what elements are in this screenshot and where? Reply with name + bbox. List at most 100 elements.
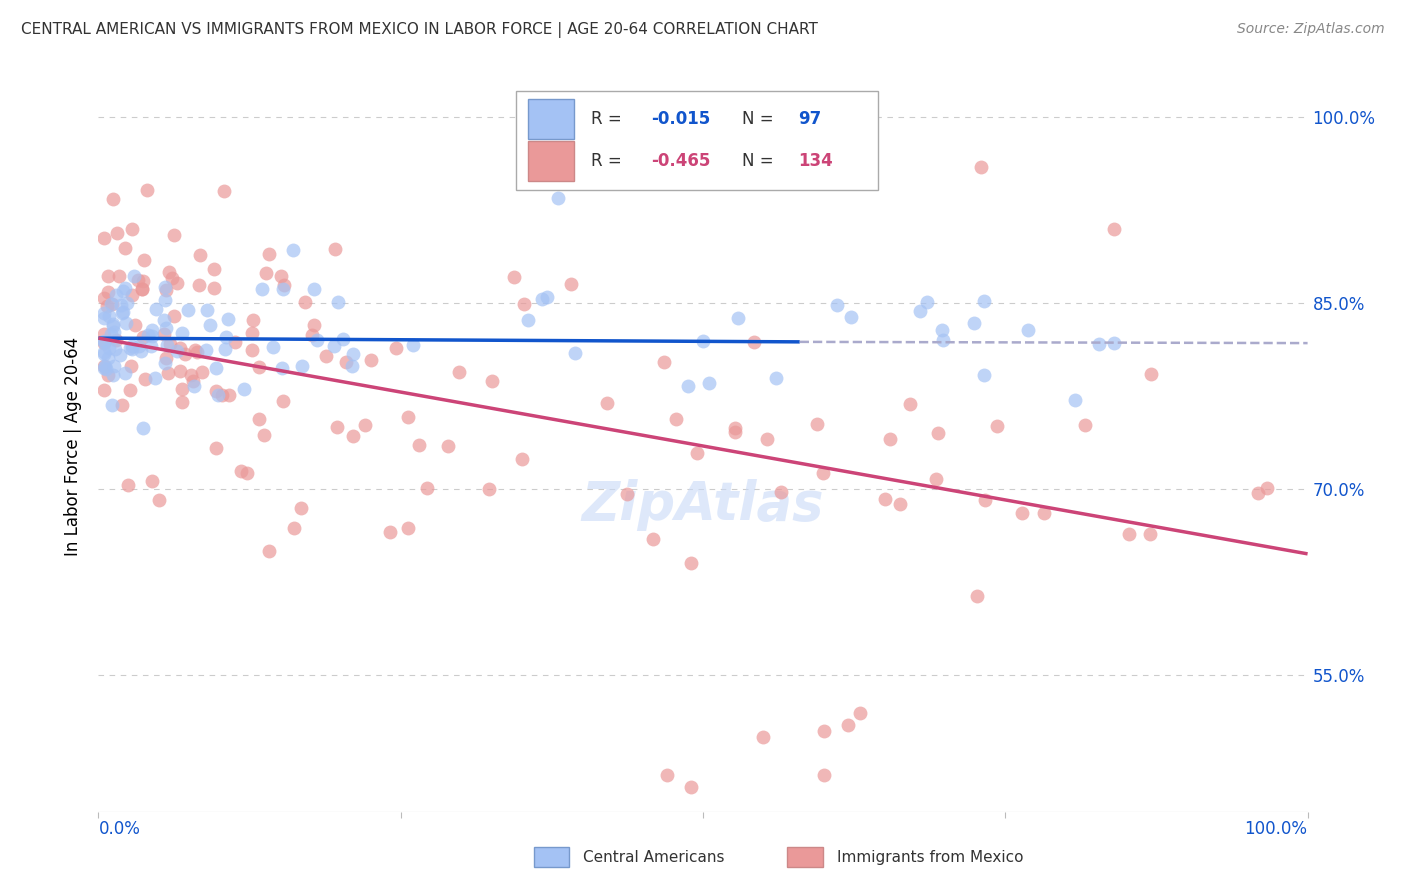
Text: 134: 134 (799, 152, 834, 169)
Point (254, 267, 277, 281)
Point (986, 419, 1008, 434)
Point (931, 322, 953, 336)
Point (665, 412, 688, 426)
Point (973, 368, 995, 382)
Point (120, 341, 142, 355)
Point (93, 335, 115, 350)
Point (169, 363, 191, 377)
Point (236, 466, 259, 480)
Point (103, 326, 125, 340)
Point (879, 433, 901, 447)
Point (93, 326, 115, 341)
Point (342, 429, 364, 443)
Point (132, 274, 155, 288)
Point (141, 329, 163, 343)
Point (973, 294, 995, 309)
Point (204, 441, 226, 455)
Point (340, 359, 363, 373)
Point (332, 332, 354, 346)
Point (416, 481, 439, 495)
Text: CENTRAL AMERICAN VS IMMIGRANTS FROM MEXICO IN LABOR FORCE | AGE 20-64 CORRELATIO: CENTRAL AMERICAN VS IMMIGRANTS FROM MEXI… (21, 22, 818, 38)
Point (408, 438, 430, 452)
Point (655, 767, 678, 781)
Point (744, 335, 766, 350)
Point (302, 318, 325, 333)
Point (900, 397, 922, 411)
Point (101, 319, 124, 334)
Point (194, 343, 217, 357)
Point (98, 310, 121, 324)
Point (215, 329, 238, 343)
Point (1102, 336, 1125, 351)
Point (915, 294, 938, 309)
Point (166, 343, 188, 358)
Point (135, 183, 157, 197)
Point (908, 304, 931, 318)
Bar (527, 99, 574, 139)
Point (1139, 527, 1161, 541)
Point (1140, 367, 1163, 381)
Point (157, 264, 180, 278)
Text: 0.0%: 0.0% (98, 821, 141, 838)
Point (111, 398, 134, 412)
Bar (527, 141, 574, 181)
Point (177, 303, 200, 318)
Point (1247, 486, 1270, 500)
Point (117, 477, 139, 491)
Point (273, 282, 295, 296)
Point (122, 269, 145, 284)
Point (513, 297, 536, 311)
Point (115, 296, 138, 310)
Point (727, 310, 749, 325)
Point (218, 387, 240, 401)
Point (229, 464, 252, 478)
Point (259, 544, 281, 558)
Point (214, 342, 236, 356)
Text: Immigrants from Mexico: Immigrants from Mexico (837, 850, 1024, 864)
Point (93, 346, 115, 360)
Point (93, 334, 115, 348)
Point (925, 472, 948, 486)
Point (93, 306, 115, 320)
Text: Central Americans: Central Americans (583, 850, 725, 864)
Point (697, 376, 720, 391)
Point (1088, 337, 1111, 351)
Point (132, 253, 155, 268)
Point (100, 327, 122, 342)
Point (686, 446, 709, 460)
Point (516, 313, 538, 327)
Point (813, 724, 835, 739)
Point (770, 485, 793, 500)
Point (111, 306, 134, 320)
Point (247, 411, 270, 425)
Text: N =: N = (742, 110, 779, 128)
Point (1118, 526, 1140, 541)
Point (121, 338, 143, 352)
Point (141, 323, 163, 337)
Point (114, 317, 136, 331)
Point (271, 360, 294, 375)
Point (385, 341, 408, 355)
Text: Source: ZipAtlas.com: Source: ZipAtlas.com (1237, 22, 1385, 37)
Point (101, 317, 124, 331)
Text: R =: R = (591, 110, 627, 128)
Point (127, 273, 149, 287)
Point (159, 337, 181, 351)
Point (970, 160, 993, 174)
Point (120, 383, 142, 397)
Point (94, 362, 117, 376)
Point (93, 345, 115, 359)
Point (191, 365, 214, 379)
Text: N =: N = (742, 152, 779, 169)
Point (187, 278, 209, 293)
Point (927, 425, 949, 440)
Point (103, 359, 125, 373)
Point (103, 368, 125, 382)
Point (478, 483, 501, 497)
Point (564, 346, 586, 360)
Point (173, 347, 195, 361)
Point (131, 281, 153, 295)
Point (202, 262, 225, 277)
Point (153, 327, 176, 342)
Point (305, 334, 328, 348)
